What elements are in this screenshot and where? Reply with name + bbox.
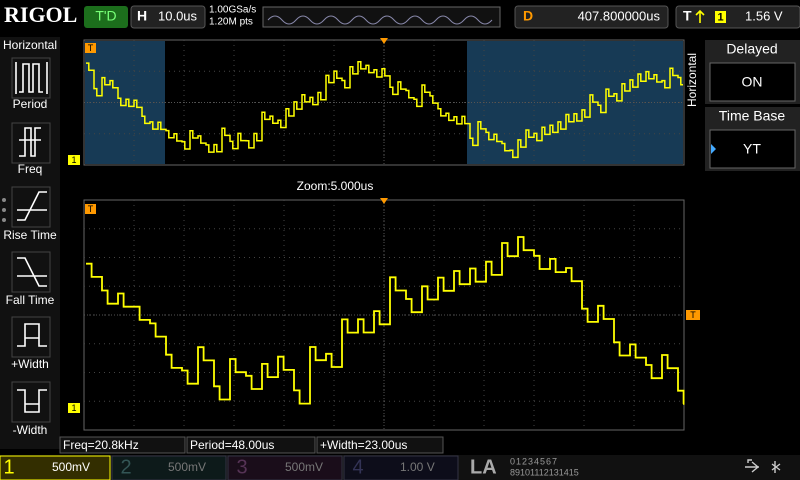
- measurement-box: [316, 436, 444, 454]
- left-menu-title: Horizontal: [3, 38, 57, 52]
- page-dot: [2, 208, 6, 212]
- channel-scale: 500mV: [168, 460, 206, 474]
- icon-frame: [11, 186, 51, 228]
- status-icons: [745, 459, 781, 473]
- channel-scale: 500mV: [285, 460, 323, 474]
- run-status: T'D: [95, 8, 116, 24]
- icon-frame: [11, 316, 51, 358]
- zoom-label: Zoom:5.000us: [297, 179, 374, 193]
- trigger-box[interactable]: [675, 5, 800, 29]
- la-channels: 89101112131415: [510, 467, 579, 477]
- channel-number: 1: [3, 456, 14, 478]
- menu-label: Delayed: [726, 41, 777, 57]
- menu-value: YT: [743, 141, 761, 157]
- delay-box[interactable]: [514, 5, 669, 29]
- trigger-level-marker: [686, 310, 700, 320]
- channel-box[interactable]: [0, 455, 111, 480]
- icon-frame: [11, 381, 51, 423]
- menu-value-box: [709, 62, 796, 102]
- measurement: Freq=20.8kHz: [63, 438, 139, 452]
- period-icon: [15, 62, 48, 94]
- measurement: +Width=23.00us: [320, 438, 407, 452]
- icon-frame: [11, 251, 51, 293]
- fall-icon: [17, 257, 47, 287]
- channel-marker-label: 1: [71, 155, 76, 165]
- memory-preview: [267, 15, 493, 25]
- logo: RIGOL: [4, 2, 77, 27]
- freq-icon: [19, 127, 41, 157]
- menu-item[interactable]: -Width: [13, 423, 48, 437]
- trigger-marker-label: T: [88, 43, 94, 53]
- delay: 407.800000us: [578, 8, 661, 23]
- page-dot: [2, 198, 6, 202]
- la-channels: 01234567: [510, 456, 558, 466]
- menu-item[interactable]: +Width: [11, 357, 49, 371]
- trigger-level: 1.56 V: [745, 8, 783, 23]
- nwidth-icon: [17, 389, 47, 413]
- icon-frame: [11, 57, 51, 99]
- menu-icons: [2, 57, 51, 423]
- memory-depth: 1.20M pts: [209, 17, 253, 28]
- menu-item[interactable]: Rise Time: [3, 228, 57, 242]
- left-menu: [0, 37, 60, 449]
- memory-bar: [262, 6, 501, 28]
- channel-box[interactable]: [111, 455, 227, 480]
- channel-scale: 500mV: [52, 460, 90, 474]
- measurement: Period=48.00us: [190, 438, 274, 452]
- menu-item[interactable]: Freq: [18, 162, 43, 176]
- trigger-level-marker-label: T: [690, 310, 696, 320]
- timebase-box[interactable]: [130, 5, 206, 29]
- channel-scale: 1.00 V: [400, 460, 435, 474]
- menu-value: ON: [742, 74, 763, 90]
- page-dot: [2, 218, 6, 222]
- right-menu-title: Horizontal: [685, 53, 699, 107]
- channel-box[interactable]: [227, 455, 343, 480]
- timebase-label: H: [137, 8, 147, 24]
- selector-arrow: [711, 144, 716, 154]
- trigger-marker: [85, 43, 96, 53]
- channel-number: 3: [236, 456, 247, 478]
- grid: [84, 40, 684, 165]
- edge-icon: [695, 9, 705, 23]
- measurement-box: [186, 436, 316, 454]
- trigger-source: 1: [717, 11, 723, 23]
- waveform: [86, 60, 683, 159]
- timebase: 10.0us: [158, 8, 198, 23]
- channel-box[interactable]: [343, 455, 459, 480]
- icon-frame: [11, 122, 51, 164]
- trigger-marker: [85, 204, 96, 214]
- delay-label: D: [523, 8, 533, 24]
- channel-marker: [68, 155, 80, 165]
- la-label[interactable]: LA: [470, 456, 497, 478]
- grid: [84, 200, 684, 430]
- trigger-marker-label: T: [88, 204, 94, 214]
- menu-item[interactable]: Period: [13, 97, 48, 111]
- menu-item[interactable]: Fall Time: [6, 293, 55, 307]
- status-box: [84, 6, 128, 28]
- measurement-box: [59, 436, 186, 454]
- menu-value-box: [709, 129, 796, 169]
- channel-number: 2: [120, 456, 131, 478]
- pwidth-icon: [17, 323, 47, 347]
- trigger-label: T: [683, 8, 692, 24]
- channel-marker: [68, 403, 80, 413]
- sample-rate: 1.00GSa/s: [209, 5, 256, 16]
- menu-label: Time Base: [719, 108, 786, 124]
- trigger-source-box: [715, 11, 726, 23]
- rise-icon: [17, 191, 47, 221]
- channel-marker-label: 1: [71, 403, 76, 413]
- waveform: [86, 236, 685, 405]
- channel-number: 4: [352, 456, 363, 478]
